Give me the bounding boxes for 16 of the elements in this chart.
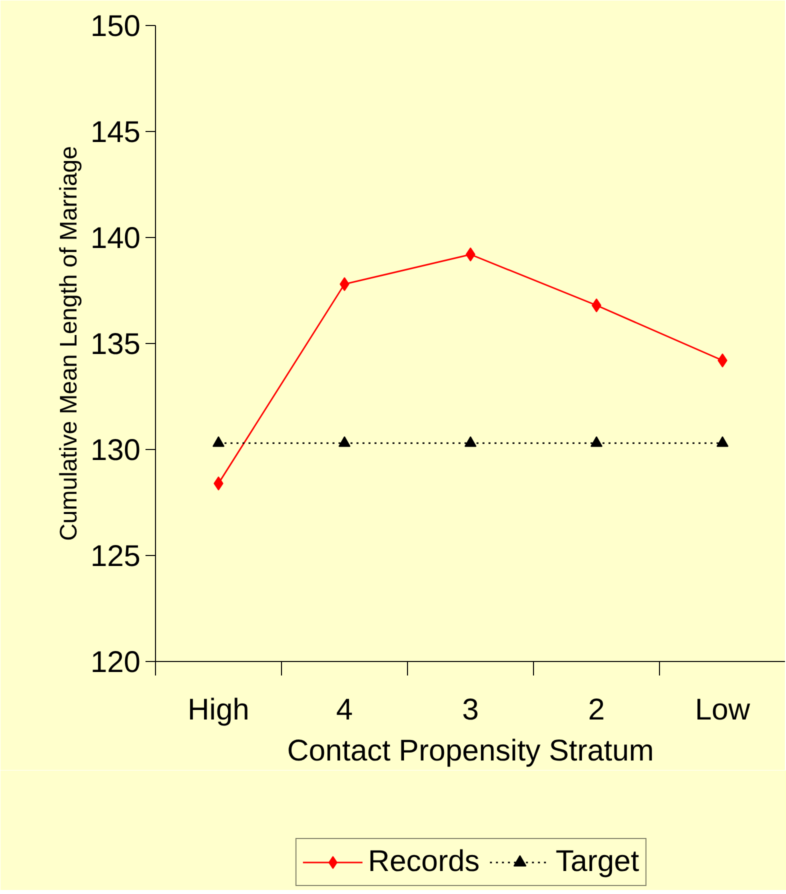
y-tick-label: 145 — [90, 116, 141, 149]
y-axis-title: Cumulative Mean Length of Marriage — [55, 146, 82, 541]
y-tick-label: 120 — [90, 646, 141, 679]
legend-label: Target — [556, 845, 640, 879]
x-tick-label: 2 — [588, 694, 605, 726]
y-tick-label: 130 — [90, 434, 141, 467]
x-tick-label: Low — [694, 694, 750, 726]
legend-label: Records — [368, 845, 480, 879]
x-axis-title: Contact Propensity Stratum — [287, 734, 654, 768]
y-tick-label: 150 — [90, 10, 141, 43]
x-tick-label: 4 — [336, 694, 353, 726]
y-tick-label: 125 — [90, 540, 141, 573]
y-tick-label: 140 — [90, 222, 141, 255]
x-tick-label: High — [188, 694, 250, 726]
x-tick-label: 3 — [462, 694, 479, 726]
y-tick-label: 135 — [90, 328, 141, 361]
